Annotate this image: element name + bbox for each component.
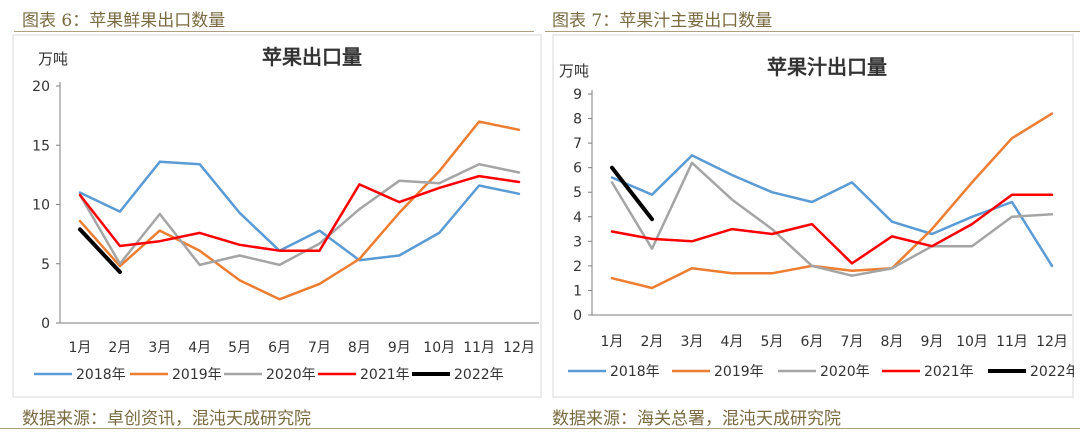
bottom-divider [0, 428, 1080, 429]
chart1-y-unit-label: 万吨 [559, 62, 589, 80]
chart0-x-tick-label: 5月 [228, 340, 251, 356]
chart1-title: 苹果汁出口量 [767, 55, 887, 79]
chart1-frame [552, 34, 1074, 398]
chart0-series-line-4 [78, 227, 122, 274]
chart0-x-tick-label: 7月 [308, 340, 331, 356]
chart0-y-unit-label: 万吨 [38, 50, 68, 68]
chart1-x-tick-label: 8月 [881, 334, 904, 350]
chart0-y-tick-label: 15 [32, 138, 50, 154]
chart0-series-line-1 [78, 120, 521, 301]
chart1-y-tick-label: 7 [573, 136, 582, 152]
chart0-x-tick-label: 9月 [388, 340, 411, 356]
chart0-series-line-2 [78, 162, 521, 267]
chart1-y-tick-label: 6 [573, 161, 582, 177]
chart1-y-tick-label: 2 [573, 259, 582, 275]
chart1-legend-label-2: 2020年 [820, 364, 870, 380]
chart0-x-tick-label: 10月 [423, 340, 455, 356]
chart0-x-tick-label: 12月 [503, 340, 535, 356]
chart0-legend-label-3: 2021年 [360, 367, 410, 383]
chart0-legend-label-1: 2019年 [172, 367, 222, 383]
chart0-legend-label-0: 2018年 [76, 367, 126, 383]
chart1-series-line-0 [610, 154, 1054, 268]
chart0-title: 苹果出口量 [262, 45, 362, 69]
chart1-x-tick-label: 9月 [921, 334, 944, 350]
chart1-x-tick-label: 4月 [721, 334, 744, 350]
chart1-x-tick-label: 12月 [1036, 334, 1068, 350]
chart1-x-tick-label: 7月 [841, 334, 864, 350]
chart6-source: 数据来源：卓创资讯，混沌天成研究院 [22, 409, 311, 429]
chart1-x-tick-label: 11月 [996, 334, 1028, 350]
chart6-caption: 图表 6：苹果鲜果出口数量 [22, 11, 226, 31]
chart1-series-line-4 [610, 165, 654, 222]
chart0-x-tick-label: 1月 [68, 340, 91, 356]
chart1-y-tick-label: 9 [573, 87, 582, 103]
chart1-y-tick-label: 8 [573, 112, 582, 128]
chart6-caption-divider [14, 31, 534, 32]
chart1-series-line-2 [610, 161, 1054, 277]
chart1-legend-label-1: 2019年 [714, 364, 764, 380]
chart7-caption-divider [545, 31, 1080, 32]
chart1-y-tick-label: 3 [573, 234, 582, 250]
chart0-x-tick-label: 8月 [348, 340, 371, 356]
chart0-series-line-3 [78, 174, 521, 252]
chart1-x-tick-label: 5月 [761, 334, 784, 350]
chart0-series-line-0 [78, 160, 521, 262]
chart0-x-tick-label: 4月 [188, 340, 211, 356]
chart1-series-line-3 [610, 193, 1054, 265]
apple-fresh-export-chart: 苹果出口量 万吨 0 5 10 15 20 1月 2月 3月 4月 5月 6月 7月 8月 9月 10月 11月 1… [12, 34, 542, 398]
chart0-frame [12, 34, 542, 398]
chart0-x-tick-label: 11月 [463, 340, 495, 356]
chart1-legend-label-0: 2018年 [610, 364, 660, 380]
chart1-legend-label-3: 2021年 [924, 364, 974, 380]
chart1-y-tick-label: 1 [573, 283, 582, 299]
chart7-source: 数据来源：海关总署，混沌天成研究院 [552, 409, 841, 429]
chart1-x-tick-label: 6月 [801, 334, 824, 350]
chart1-x-tick-label: 3月 [681, 334, 704, 350]
chart0-x-tick-label: 3月 [148, 340, 171, 356]
chart0-y-tick-label: 0 [41, 316, 50, 332]
chart0-legend-label-4: 2022年 [454, 367, 504, 383]
chart1-y-tick-label: 5 [573, 185, 582, 201]
apple-juice-export-chart: 苹果汁出口量 万吨 0 1 2 3 4 5 6 7 8 9 1月 2月 3月 4月 5月 6月 7月 8月 9月 10月 1… [552, 34, 1074, 398]
chart0-x-tick-label: 6月 [268, 340, 291, 356]
chart0-y-tick-label: 5 [41, 257, 50, 273]
chart1-y-tick-label: 4 [573, 210, 582, 226]
chart1-y-tick-label: 0 [573, 308, 582, 324]
chart0-y-tick-label: 10 [32, 198, 50, 214]
chart1-series-line-1 [610, 112, 1054, 290]
chart0-y-tick-label: 20 [32, 79, 50, 95]
chart1-x-tick-label: 1月 [601, 334, 624, 350]
chart0-x-tick-label: 2月 [108, 340, 131, 356]
chart1-x-tick-label: 2月 [641, 334, 664, 350]
chart1-x-tick-label: 10月 [956, 334, 988, 350]
chart1-legend-label-4: 2022年 [1030, 364, 1074, 380]
chart7-caption: 图表 7：苹果汁主要出口数量 [552, 11, 773, 31]
chart0-legend-label-2: 2020年 [266, 367, 316, 383]
